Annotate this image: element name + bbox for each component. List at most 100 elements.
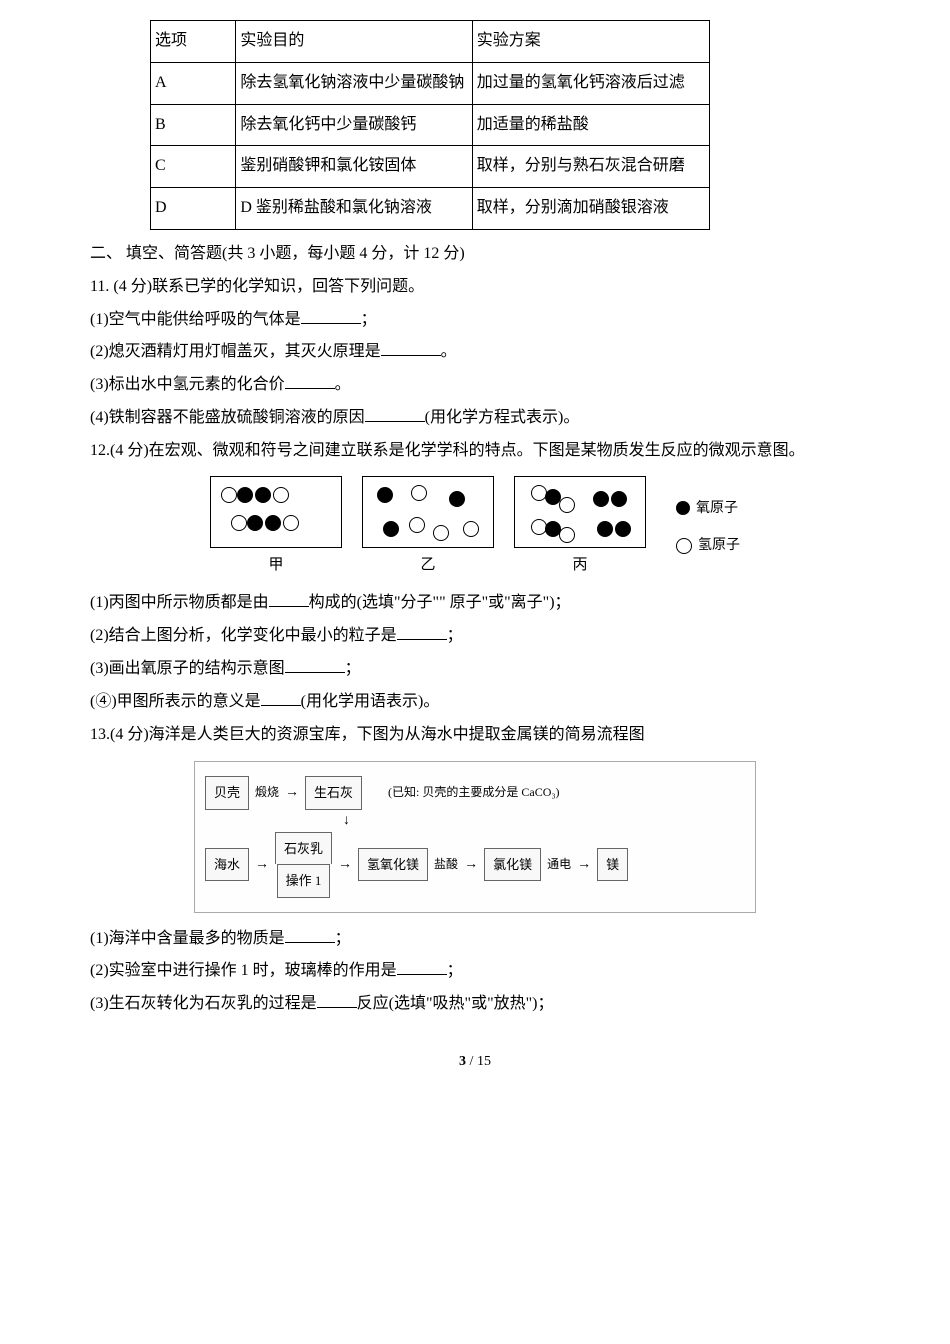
cell-option: B [151, 104, 236, 146]
cell-purpose: 除去氧化钙中少量碳酸钙 [236, 104, 472, 146]
q12-2-text: (2)结合上图分析，化学变化中最小的粒子是 [90, 627, 397, 644]
cell-purpose: 除去氢氧化钠溶液中少量碳酸钠 [236, 62, 472, 104]
blank [397, 623, 447, 640]
page-current: 3 [459, 1054, 466, 1069]
cell-option: A [151, 62, 236, 104]
q11-1-text: (1)空气中能供给呼吸的气体是 [90, 311, 301, 328]
flow-note: (已知: 贝壳的主要成分是 CaCO₃) [388, 782, 560, 804]
q12-stem: 12.(4 分)在宏观、微观和符号之间建立联系是化学学科的特点。下图是某物质发生… [90, 437, 860, 466]
q12-3-suffix: ； [345, 660, 361, 677]
flow-shengshihui: 生石灰 [305, 776, 362, 809]
cell-option: D [151, 188, 236, 230]
table-header-row: 选项 实验目的 实验方案 [151, 21, 710, 63]
q13-stem: 13.(4 分)海洋是人类巨大的资源宝库，下图为从海水中提取金属镁的简易流程图 [90, 721, 860, 750]
flow-haishui: 海水 [205, 848, 249, 881]
flow-shihuiru: 石灰乳 [275, 832, 332, 864]
label-bing: 丙 [514, 552, 646, 579]
molecule-diagram: 甲 乙 [90, 476, 860, 580]
q12-2-suffix: ； [447, 627, 463, 644]
q12-2: (2)结合上图分析，化学变化中最小的粒子是 ； [90, 622, 860, 651]
hydrogen-atom-icon [676, 538, 692, 554]
box-bing [514, 476, 646, 548]
q13-2-suffix: ； [447, 962, 463, 979]
cell-plan: 取样，分别滴加硝酸银溶液 [472, 188, 709, 230]
q11-1: (1)空气中能供给呼吸的气体是 ； [90, 306, 860, 335]
q12-4-suffix: (用化学用语表示)。 [301, 693, 440, 710]
table-row: D D 鉴别稀盐酸和氯化钠溶液 取样，分别滴加硝酸银溶液 [151, 188, 710, 230]
table-row: C 鉴别硝酸钾和氯化铵固体 取样，分别与熟石灰混合研磨 [151, 146, 710, 188]
q11-4-suffix: (用化学方程式表示)。 [425, 409, 580, 426]
q13-2: (2)实验室中进行操作 1 时，玻璃棒的作用是 ； [90, 957, 860, 986]
arrow-icon: → [577, 852, 591, 877]
blank [285, 372, 335, 389]
flow-caozuo1: 操作 1 [277, 864, 331, 897]
flow-yansuan: 盐酸 [434, 854, 458, 876]
q13-1-suffix: ； [335, 930, 351, 947]
arrow-icon: → [464, 852, 478, 877]
label-jia: 甲 [210, 552, 342, 579]
q11-1-suffix: ； [361, 311, 377, 328]
flow-beike: 贝壳 [205, 776, 249, 809]
flow-qingyanghuamei: 氢氧化镁 [358, 848, 428, 881]
blank [397, 958, 447, 975]
q11-3-suffix: 。 [335, 376, 351, 393]
blank [261, 689, 301, 706]
blank [269, 590, 309, 607]
experiment-table: 选项 实验目的 实验方案 A 除去氢氧化钠溶液中少量碳酸钠 加过量的氢氧化钙溶液… [150, 20, 710, 230]
cell-purpose: D 鉴别稀盐酸和氯化钠溶液 [236, 188, 472, 230]
blank [381, 339, 441, 356]
page-total: 15 [477, 1054, 491, 1069]
blank [317, 991, 357, 1008]
q11-3: (3)标出水中氢元素的化合价 。 [90, 371, 860, 400]
cell-plan: 取样，分别与熟石灰混合研磨 [472, 146, 709, 188]
flow-diagram: 贝壳 煅烧 → 生石灰 (已知: 贝壳的主要成分是 CaCO₃) ↓ 海水 → … [194, 761, 756, 912]
q11-2: (2)熄灭酒精灯用灯帽盖灭，其灭火原理是 。 [90, 338, 860, 367]
table-row: A 除去氢氧化钠溶液中少量碳酸钠 加过量的氢氧化钙溶液后过滤 [151, 62, 710, 104]
q11-3-text: (3)标出水中氢元素的化合价 [90, 376, 285, 393]
arrow-icon: → [255, 852, 269, 877]
q12-1-suffix: 构成的(选填"分子"" 原子"或"离子")； [309, 594, 571, 611]
q12-4-text: (④)甲图所表示的意义是 [90, 693, 261, 710]
q13-3-text: (3)生石灰转化为石灰乳的过程是 [90, 995, 317, 1012]
oxygen-atom-icon [676, 501, 690, 515]
blank [301, 307, 361, 324]
q11-2-text: (2)熄灭酒精灯用灯帽盖灭，其灭火原理是 [90, 343, 381, 360]
arrow-icon: → [285, 780, 299, 805]
flow-duanshao: 煅烧 [255, 782, 279, 804]
q13-2-text: (2)实验室中进行操作 1 时，玻璃棒的作用是 [90, 962, 397, 979]
q13-3: (3)生石灰转化为石灰乳的过程是 反应(选填"吸热"或"放热")； [90, 990, 860, 1019]
th-plan: 实验方案 [472, 21, 709, 63]
q11-stem: 11. (4 分)联系已学的化学知识，回答下列问题。 [90, 273, 860, 302]
table-row: B 除去氧化钙中少量碳酸钙 加适量的稀盐酸 [151, 104, 710, 146]
q12-3-text: (3)画出氧原子的结构示意图 [90, 660, 285, 677]
blank [365, 405, 425, 422]
legend: 氧原子 氢原子 [676, 496, 740, 558]
box-yi [362, 476, 494, 548]
box-jia [210, 476, 342, 548]
cell-option: C [151, 146, 236, 188]
q13-1: (1)海洋中含量最多的物质是； [90, 925, 860, 954]
page-number: 3 / 15 [90, 1049, 860, 1074]
q12-3: (3)画出氧原子的结构示意图 ； [90, 655, 860, 684]
flow-tongdian: 通电 [547, 854, 571, 876]
legend-hydrogen: 氢原子 [698, 533, 740, 558]
cell-plan: 加过量的氢氧化钙溶液后过滤 [472, 62, 709, 104]
label-yi: 乙 [362, 552, 494, 579]
q13-3-suffix: 反应(选填"吸热"或"放热")； [357, 995, 554, 1012]
th-option: 选项 [151, 21, 236, 63]
q11-4-text: (4)铁制容器不能盛放硫酸铜溶液的原因 [90, 409, 365, 426]
q12-4: (④)甲图所表示的意义是 (用化学用语表示)。 [90, 688, 860, 717]
q11-4: (4)铁制容器不能盛放硫酸铜溶液的原因 (用化学方程式表示)。 [90, 404, 860, 433]
q12-1-text: (1)丙图中所示物质都是由 [90, 594, 269, 611]
th-purpose: 实验目的 [236, 21, 472, 63]
arrow-down-icon: ↓ [343, 814, 745, 828]
legend-oxygen: 氧原子 [696, 496, 738, 521]
cell-purpose: 鉴别硝酸钾和氯化铵固体 [236, 146, 472, 188]
flow-lvhuamei: 氯化镁 [484, 848, 541, 881]
blank [285, 926, 335, 943]
blank [285, 656, 345, 673]
q12-1: (1)丙图中所示物质都是由 构成的(选填"分子"" 原子"或"离子")； [90, 589, 860, 618]
cell-plan: 加适量的稀盐酸 [472, 104, 709, 146]
q11-2-suffix: 。 [441, 343, 457, 360]
flow-mei: 镁 [597, 848, 628, 881]
